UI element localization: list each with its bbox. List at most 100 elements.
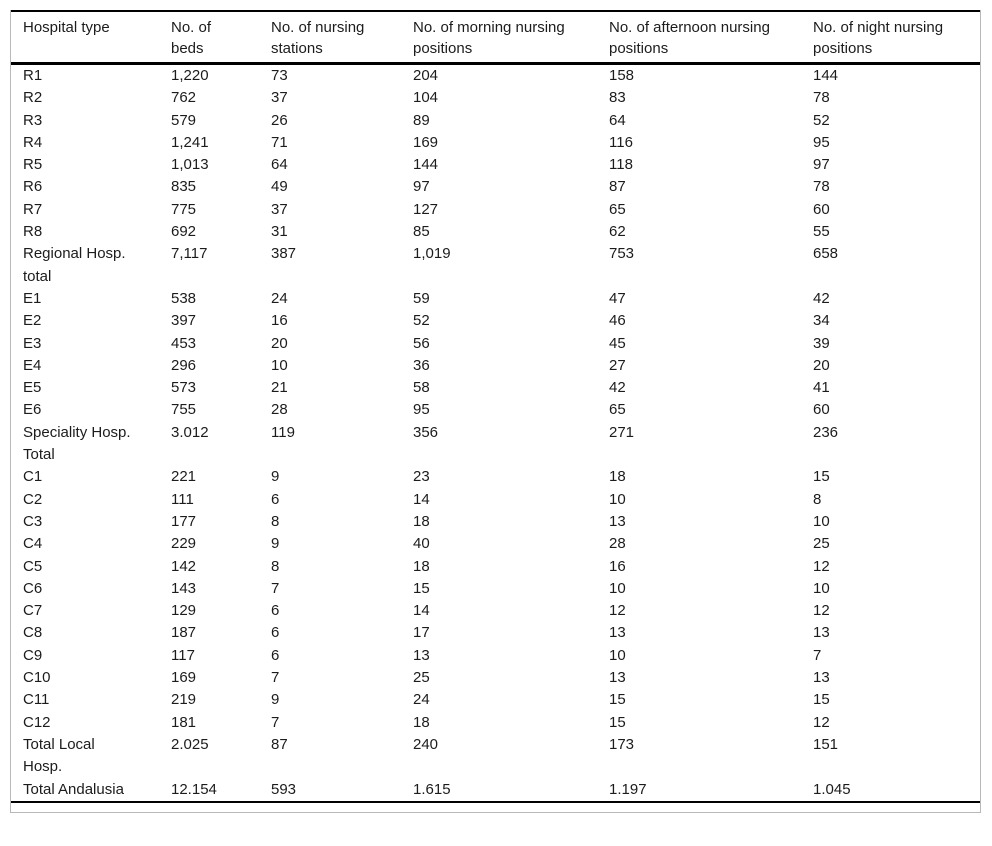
cell-beds: 219 <box>171 691 197 709</box>
cell-hospital-type: C1 <box>23 468 43 486</box>
cell-hospital-type: Regional Hosp. total <box>23 245 126 285</box>
cell-beds: 775 <box>171 200 197 218</box>
table-row: R2 762 37 104 83 78 <box>11 87 980 109</box>
column-header-nursing-stations: No. of nursing stations <box>259 11 401 65</box>
cell-afternoon-positions: 1.197 <box>597 778 801 803</box>
cell-nursing-stations: 21 <box>271 379 288 397</box>
table-row: R5 1,013 64 144 118 97 <box>11 154 980 176</box>
table-header-row: Hospital type No. of beds No. of nursing s… <box>11 11 980 65</box>
cell-morning-positions: 104 <box>413 89 439 107</box>
cell-beds: 538 <box>171 289 197 307</box>
table-row: R7 775 37 127 65 60 <box>11 199 980 221</box>
cell-hospital-type: C4 <box>23 535 43 553</box>
cell-beds: 177 <box>171 512 197 530</box>
cell-morning-positions: 356 <box>413 423 439 441</box>
cell-afternoon-positions: 10 <box>609 646 626 664</box>
cell-beds: 573 <box>171 379 197 397</box>
cell-night-positions: 60 <box>813 401 830 419</box>
cell-hospital-type: E2 <box>23 312 42 330</box>
cell-nursing-stations: 6 <box>271 490 280 508</box>
cell-beds: 1,013 <box>171 156 209 174</box>
cell-morning-positions: 15 <box>413 579 430 597</box>
cell-nursing-stations: 8 <box>271 512 280 530</box>
table-header: Hospital type No. of beds No. of nursing s… <box>11 11 980 65</box>
cell-beds: 169 <box>171 669 197 687</box>
cell-hospital-type: C10 <box>23 669 51 687</box>
cell-beds: 755 <box>171 401 197 419</box>
table-row: C5 142 8 18 16 12 <box>11 556 980 578</box>
cell-morning-positions: 59 <box>413 289 430 307</box>
cell-morning-positions: 97 <box>413 178 430 196</box>
cell-beds: 3.012 <box>171 423 209 441</box>
cell-nursing-stations: 87 <box>271 735 288 753</box>
cell-morning-positions: 23 <box>413 468 430 486</box>
cell-beds: 143 <box>171 579 197 597</box>
table-row: C9 117 6 13 10 7 <box>11 645 980 667</box>
cell-nursing-stations: 10 <box>271 356 288 374</box>
cell-beds: 117 <box>171 646 195 664</box>
cell-beds: 762 <box>171 89 197 107</box>
table-row: R6 835 49 97 87 78 <box>11 176 980 198</box>
cell-morning-positions: 169 <box>413 133 439 151</box>
cell-hospital-type: C9 <box>23 646 43 664</box>
cell-afternoon-positions: 83 <box>609 89 626 107</box>
cell-night-positions: 42 <box>813 289 830 307</box>
cell-afternoon-positions: 42 <box>609 379 626 397</box>
cell-night-positions: 13 <box>813 669 830 687</box>
cell-afternoon-positions: 271 <box>609 423 635 441</box>
cell-hospital-type: C11 <box>23 691 50 709</box>
cell-morning-positions: 127 <box>413 200 439 218</box>
table-row: E4 296 10 36 27 20 <box>11 355 980 377</box>
column-header-beds: No. of beds <box>159 11 259 65</box>
cell-night-positions: 658 <box>813 245 839 263</box>
cell-beds: 692 <box>171 223 197 241</box>
cell-morning-positions: 18 <box>413 713 430 731</box>
cell-nursing-stations: 71 <box>271 133 288 151</box>
cell-hospital-type: R6 <box>23 178 43 196</box>
cell-nursing-stations: 9 <box>271 691 280 709</box>
table-row: C7 129 6 14 12 12 <box>11 600 980 622</box>
cell-hospital-type: R1 <box>23 67 43 84</box>
cell-hospital-type: Speciality Hosp. Total <box>23 423 131 464</box>
cell-night-positions: 34 <box>813 312 830 330</box>
cell-morning-positions: 144 <box>413 156 439 174</box>
cell-night-positions: 97 <box>813 156 830 174</box>
cell-beds: 7,117 <box>171 245 208 263</box>
cell-afternoon-positions: 116 <box>609 133 633 151</box>
cell-afternoon-positions: 64 <box>609 111 626 129</box>
table-row: Regional Hosp. total 7,117 387 1,019 753 658 <box>11 243 980 288</box>
cell-afternoon-positions: 62 <box>609 223 626 241</box>
cell-beds: 221 <box>171 468 197 486</box>
cell-night-positions: 8 <box>813 490 822 508</box>
table-row: C12 181 7 18 15 12 <box>11 712 980 734</box>
cell-nursing-stations: 64 <box>271 156 288 174</box>
cell-hospital-type: E6 <box>23 401 42 419</box>
cell-nursing-stations: 119 <box>271 423 295 441</box>
cell-nursing-stations: 9 <box>271 535 280 553</box>
cell-night-positions: 39 <box>813 334 830 352</box>
cell-beds: 187 <box>171 624 197 642</box>
cell-afternoon-positions: 13 <box>609 669 626 687</box>
cell-afternoon-positions: 45 <box>609 334 626 352</box>
table-row: R3 579 26 89 64 52 <box>11 110 980 132</box>
cell-morning-positions: 89 <box>413 111 430 129</box>
table-row: E2 397 16 52 46 34 <box>11 310 980 332</box>
cell-nursing-stations: 7 <box>271 713 280 731</box>
cell-nursing-stations: 593 <box>259 778 401 803</box>
cell-night-positions: 15 <box>813 468 830 486</box>
cell-afternoon-positions: 173 <box>609 735 635 753</box>
cell-hospital-type: R8 <box>23 223 43 241</box>
hospital-staffing-table: Hospital type No. of beds No. of nursing s… <box>11 10 980 803</box>
table-body: R1 1,220 73 204 158 144 R2 762 37 104 83 78 R3 579 26 8… <box>11 64 980 803</box>
cell-morning-positions: 52 <box>413 312 430 330</box>
cell-night-positions: 41 <box>813 379 830 397</box>
cell-morning-positions: 14 <box>413 490 430 508</box>
cell-hospital-type: C2 <box>23 490 43 508</box>
cell-morning-positions: 18 <box>413 557 430 575</box>
cell-afternoon-positions: 18 <box>609 468 626 486</box>
cell-night-positions: 13 <box>813 624 830 642</box>
cell-afternoon-positions: 15 <box>609 691 626 709</box>
cell-afternoon-positions: 118 <box>609 156 633 174</box>
cell-morning-positions: 240 <box>413 735 439 753</box>
cell-afternoon-positions: 13 <box>609 512 626 530</box>
